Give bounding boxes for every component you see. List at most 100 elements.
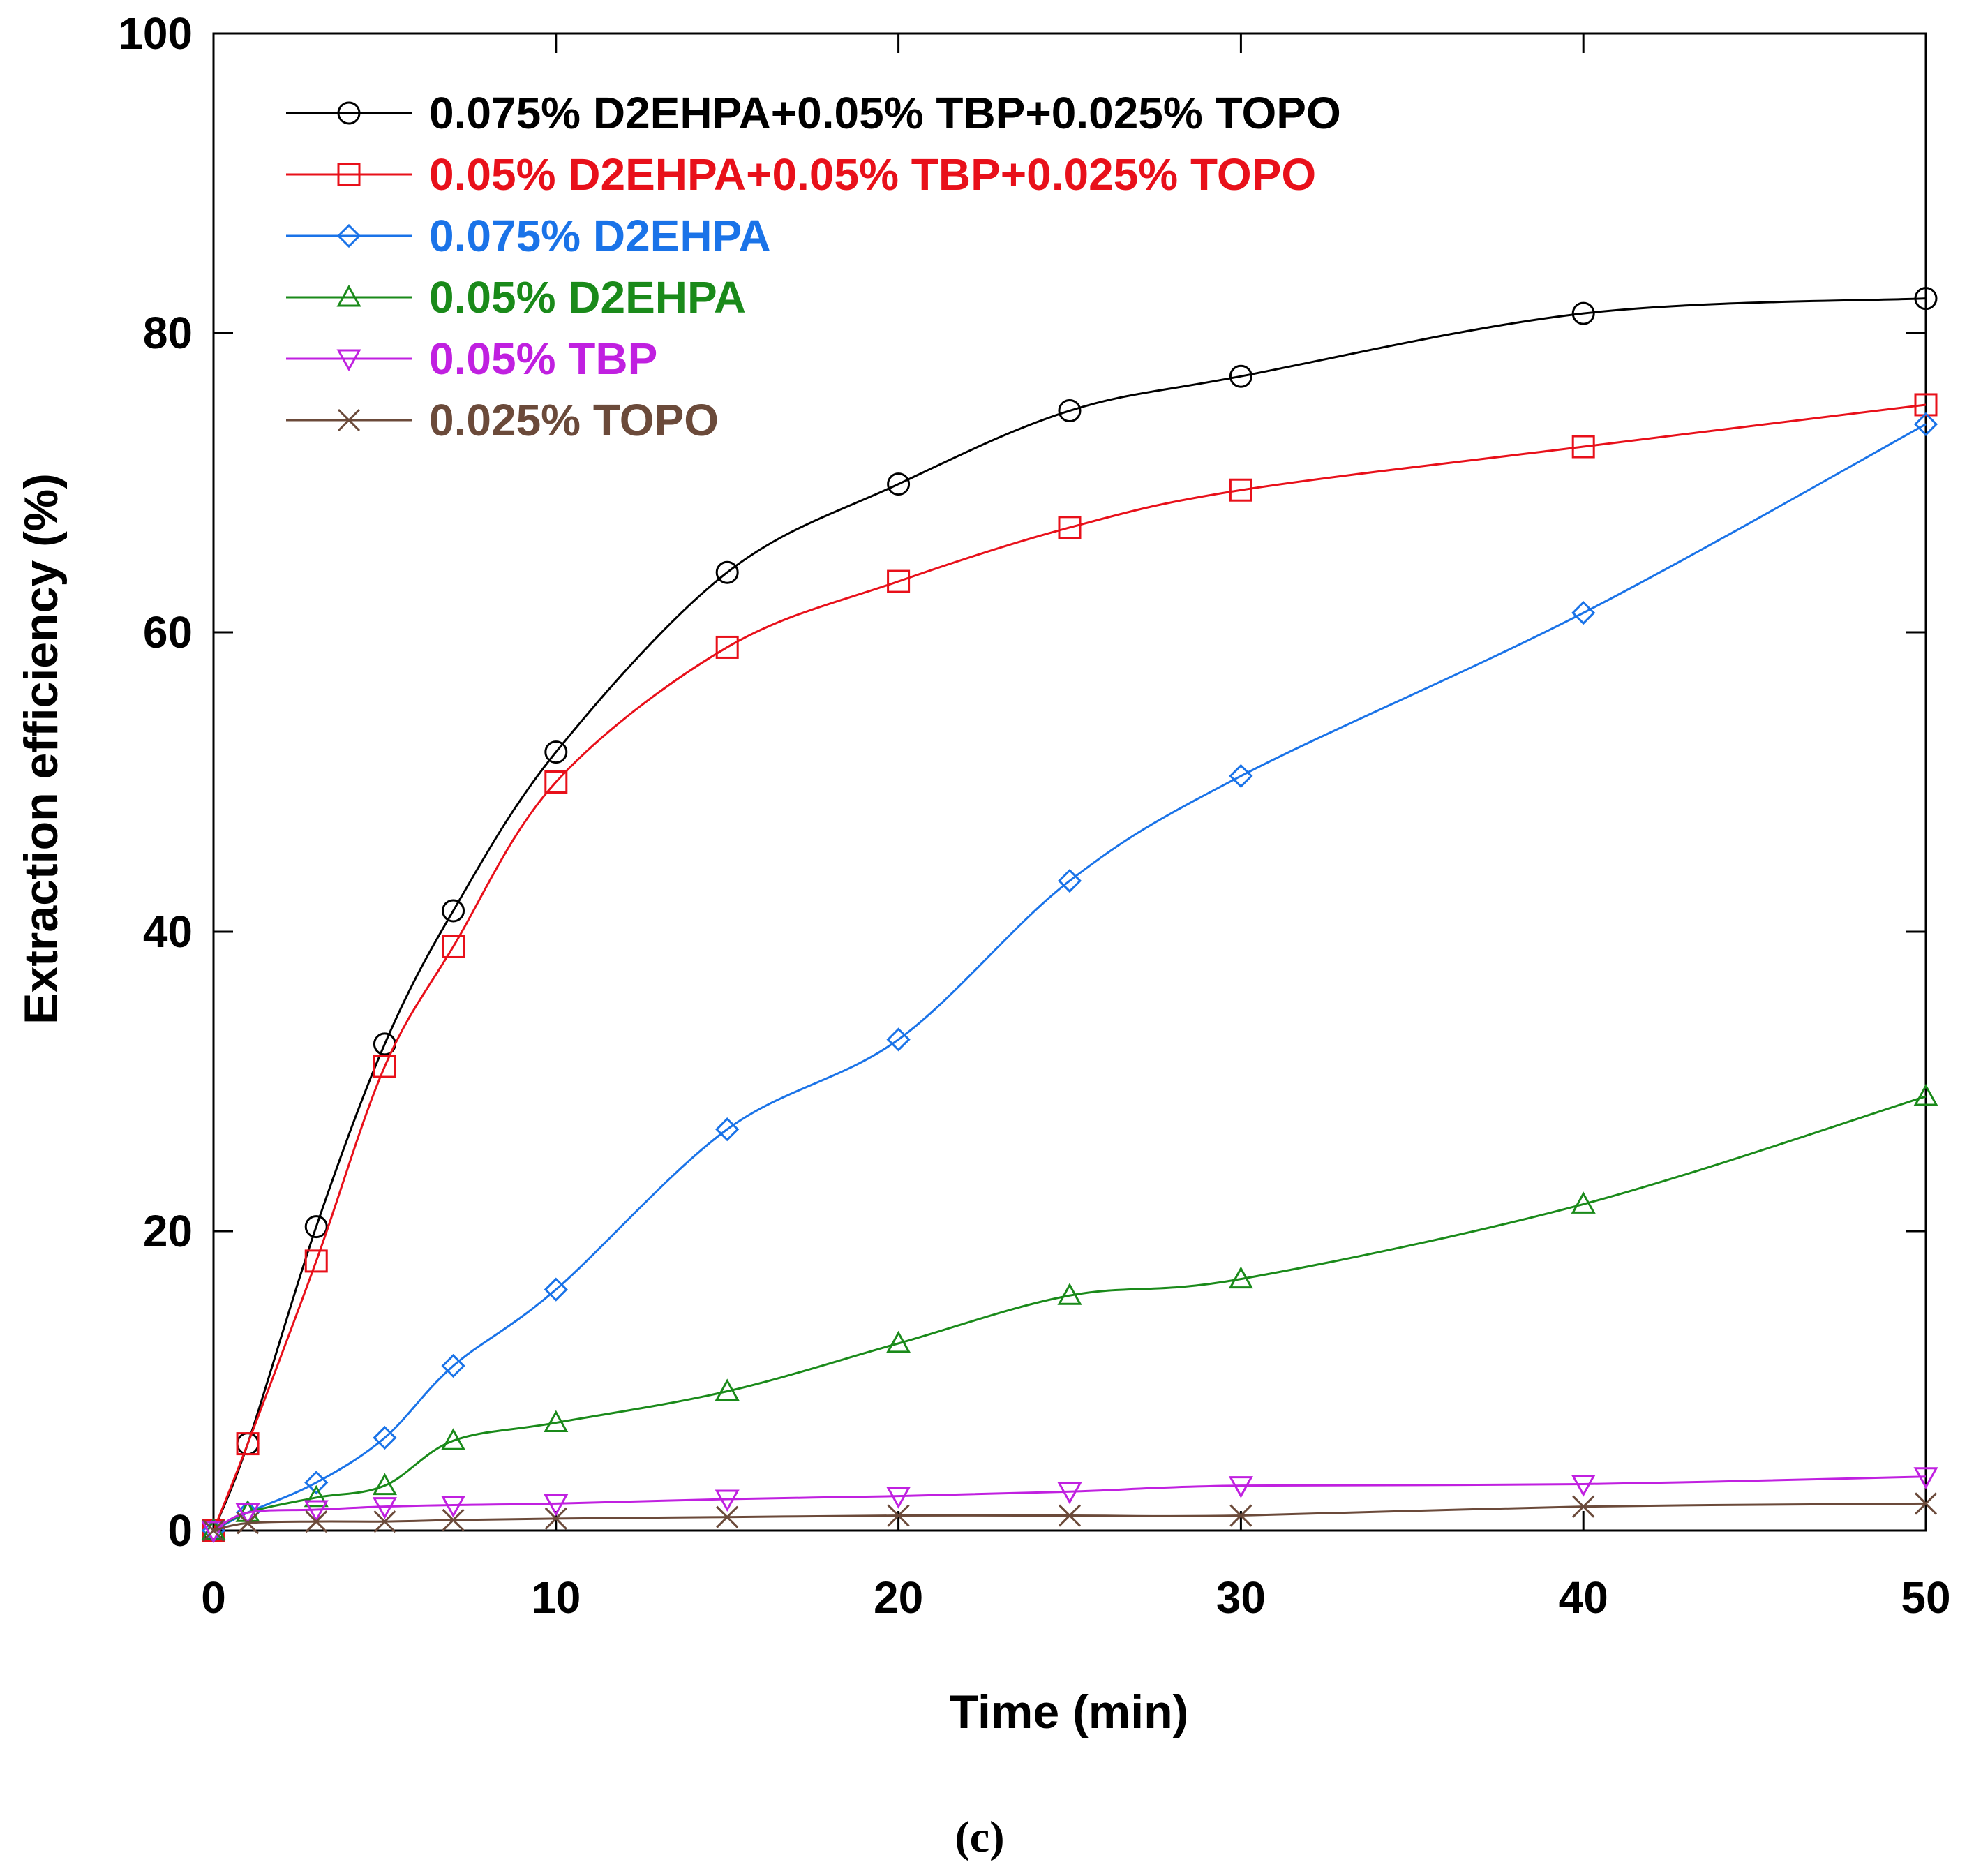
data-point xyxy=(236,1432,260,1456)
data-point xyxy=(1229,478,1252,502)
data-point xyxy=(1229,1504,1252,1527)
legend-marker xyxy=(336,284,361,307)
data-point xyxy=(887,1504,910,1527)
series-line xyxy=(213,1475,1927,1532)
data-point xyxy=(372,1497,397,1519)
data-point xyxy=(544,770,568,794)
data-point xyxy=(1229,764,1253,789)
series-line xyxy=(212,403,1927,1531)
series-layer xyxy=(201,287,1938,1544)
data-point xyxy=(715,1489,740,1512)
x-tick-label: 30 xyxy=(1216,1572,1266,1623)
data-point xyxy=(442,935,465,958)
data-point xyxy=(1913,412,1938,436)
data-point xyxy=(442,899,465,923)
data-point xyxy=(544,1410,569,1433)
data-point xyxy=(304,1471,329,1495)
data-point xyxy=(544,1277,568,1302)
x-tick-label: 50 xyxy=(1901,1572,1950,1623)
legend-label: 0.05% D2EHPA+0.05% TBP+0.025% TOPO xyxy=(429,149,1316,200)
y-tick-label: 100 xyxy=(118,8,193,59)
figure-caption: (c) xyxy=(955,1812,1004,1861)
data-point xyxy=(544,1507,567,1530)
data-point xyxy=(304,1249,328,1273)
series-0-075-d2ehpa-0-05-tbp-0-025-topo xyxy=(202,287,1938,1542)
legend-item: 0.05% TBP xyxy=(286,334,657,384)
data-point xyxy=(1914,1492,1938,1515)
legend-item: 0.075% D2EHPA+0.05% TBP+0.025% TOPO xyxy=(286,88,1341,138)
data-point xyxy=(544,1494,569,1517)
data-point xyxy=(1057,1482,1082,1505)
data-point xyxy=(304,1500,329,1523)
data-point xyxy=(372,1473,397,1496)
data-point xyxy=(1228,1266,1253,1289)
data-point xyxy=(304,1484,329,1508)
data-point xyxy=(1571,1475,1596,1497)
y-tick-label: 0 xyxy=(167,1505,193,1556)
data-point xyxy=(1571,600,1596,625)
data-point xyxy=(1913,1467,1938,1489)
y-tick-label: 20 xyxy=(143,1206,193,1256)
legend-item: 0.05% D2EHPA xyxy=(286,272,746,322)
data-point xyxy=(1571,302,1595,325)
series-line xyxy=(213,1502,1927,1532)
data-point xyxy=(202,1519,225,1542)
data-point xyxy=(373,1055,396,1078)
data-point xyxy=(1571,435,1595,459)
x-axis: 0 10 20 30 40 50 xyxy=(201,34,1951,1623)
x-axis-title: Time (min) xyxy=(950,1685,1189,1739)
data-point xyxy=(441,1353,465,1378)
data-point xyxy=(715,560,739,584)
data-point xyxy=(1914,287,1938,311)
data-point xyxy=(1229,364,1252,388)
legend-label: 0.05% D2EHPA xyxy=(429,272,746,322)
data-point xyxy=(886,1027,911,1052)
data-point xyxy=(1058,516,1082,539)
data-point xyxy=(441,1428,466,1450)
x-tick-label: 40 xyxy=(1559,1572,1608,1623)
data-point xyxy=(886,1330,911,1353)
data-point xyxy=(1571,1191,1596,1214)
legend-item: 0.025% TOPO xyxy=(286,395,719,445)
plot-frame xyxy=(212,32,1927,1532)
data-point xyxy=(1057,868,1082,893)
series-0-075-d2ehpa xyxy=(201,412,1938,1543)
series-line xyxy=(213,423,1927,1532)
legend-marker xyxy=(337,163,361,186)
data-point xyxy=(715,1117,740,1142)
y-axis: 0 20 40 60 80 100 xyxy=(118,8,1926,1556)
series-0-025-topo xyxy=(202,1492,1938,1542)
data-point xyxy=(1058,1504,1082,1527)
legend-label: 0.075% D2EHPA+0.05% TBP+0.025% TOPO xyxy=(429,88,1341,138)
data-point xyxy=(887,472,911,496)
series-0-05-tbp xyxy=(201,1467,1938,1544)
x-tick-label: 10 xyxy=(531,1572,581,1623)
y-axis-title: Extraction efficiency (%) xyxy=(15,473,68,1025)
legend-item: 0.05% D2EHPA+0.05% TBP+0.025% TOPO xyxy=(286,149,1316,200)
data-point xyxy=(373,1425,397,1450)
data-point xyxy=(1228,1476,1253,1498)
legend-marker xyxy=(337,408,361,432)
legend-item: 0.075% D2EHPA xyxy=(286,211,771,261)
data-point xyxy=(1058,399,1082,423)
plot-border xyxy=(212,32,1927,1532)
data-point xyxy=(886,1487,911,1509)
data-point xyxy=(442,1508,465,1532)
data-point xyxy=(237,1512,260,1535)
legend-marker xyxy=(337,101,361,125)
data-point xyxy=(305,1510,328,1533)
data-point xyxy=(441,1496,466,1518)
data-point xyxy=(716,1505,739,1528)
y-tick-label: 40 xyxy=(143,907,193,957)
legend-marker xyxy=(336,349,361,372)
x-tick-label: 20 xyxy=(874,1572,923,1623)
data-point xyxy=(715,635,739,659)
legend-label: 0.05% TBP xyxy=(429,334,657,384)
data-point xyxy=(373,1510,396,1533)
data-point xyxy=(715,1378,740,1401)
data-point xyxy=(887,570,911,593)
y-tick-label: 60 xyxy=(143,607,193,657)
series-0-05-d2ehpa xyxy=(201,1083,1938,1540)
series-line xyxy=(212,297,1927,1531)
